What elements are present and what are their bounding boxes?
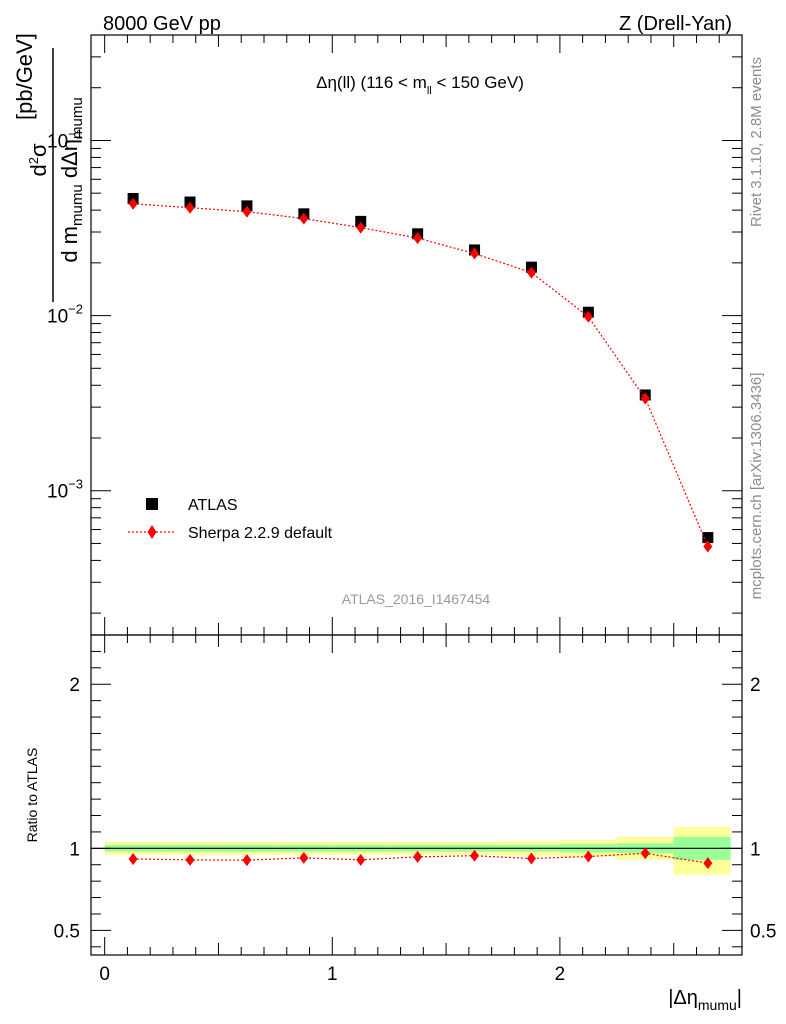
sherpa-point-4 [356, 221, 366, 234]
atlas-point-10 [702, 532, 714, 544]
header-left: 8000 GeV pp [103, 13, 221, 35]
ytick-label-ratio-left-0: 0.5 [54, 921, 80, 942]
ratio-sherpa-point-8 [583, 850, 593, 863]
legend-sherpa-marker [147, 525, 157, 539]
sherpa-point-10 [703, 540, 713, 553]
svg-text:d mmumu dΔηmumu: d mmumu dΔηmumu [57, 97, 86, 262]
xlabel: |Δηmumu| [668, 987, 742, 1013]
ytick-label-ratio-right-0: 0.5 [750, 921, 776, 942]
ytick-label-ratio-left-1: 1 [69, 839, 80, 860]
ytick-label-ratio-right-1: 1 [750, 839, 761, 860]
svg-text:d2σ: d2σ [26, 143, 51, 176]
ytick-label-main-2: 10−3 [47, 477, 83, 503]
atlas-point-4 [355, 215, 367, 227]
sherpa-point-9 [640, 392, 650, 405]
xtick-label-1: 1 [327, 964, 338, 985]
xtick-label-0: 0 [99, 964, 110, 985]
ytick-label-main-1: 10−2 [47, 302, 83, 328]
sherpa-point-7 [526, 266, 536, 279]
legend-atlas-marker [146, 498, 158, 510]
sherpa-point-1 [185, 201, 195, 214]
ratio-sherpa-point-7 [526, 852, 536, 865]
sherpa-point-8 [583, 310, 593, 323]
xtick-label-2: 2 [555, 964, 566, 985]
ytick-label-ratio-left-2: 2 [69, 675, 80, 696]
ratio-sherpa-point-9 [640, 847, 650, 860]
ratio-ylabel: Ratio to ATLAS [24, 748, 40, 843]
sherpa-point-6 [470, 247, 480, 260]
analysis-watermark: ATLAS_2016_I1467454 [342, 591, 491, 607]
ratio-sherpa-point-3 [299, 851, 309, 864]
header-right: Z (Drell-Yan) [619, 13, 732, 35]
svg-text:[pb/GeV]: [pb/GeV] [12, 33, 37, 120]
ratio-sherpa-point-10 [703, 857, 713, 870]
ratio-sherpa-point-2 [242, 854, 252, 867]
sherpa-point-3 [299, 212, 309, 225]
ratio-sherpa-point-5 [413, 850, 423, 863]
mcplots-label: mcplots.cern.ch [arXiv:1306.3436] [748, 373, 765, 600]
legend-sherpa-label: Sherpa 2.2.9 default [188, 525, 333, 542]
ratio-sherpa-point-6 [470, 849, 480, 862]
rivet-label: Rivet 3.1.10, 2.8M events [748, 57, 765, 227]
sherpa-line [133, 203, 709, 547]
main-frame [90, 34, 743, 636]
legend: ATLAS Sherpa 2.2.9 default [128, 497, 333, 542]
ratio-sherpa-point-1 [185, 853, 195, 866]
sherpa-point-0 [128, 197, 138, 210]
main-ylabel: d2σ d mmumu dΔηmumu [pb/GeV] [12, 33, 86, 302]
ratio-frame [90, 634, 743, 956]
plot-title: Δη(ll) (116 < mll < 150 GeV) [316, 73, 524, 97]
ytick-label-main-0: 10−1 [47, 126, 83, 152]
ratio-sherpa-point-0 [128, 853, 138, 865]
sherpa-point-2 [242, 205, 252, 218]
legend-atlas-label: ATLAS [188, 497, 238, 514]
ytick-label-ratio-right-2: 2 [750, 675, 761, 696]
ratio-sherpa-point-4 [356, 853, 366, 866]
sherpa-point-5 [413, 232, 423, 245]
